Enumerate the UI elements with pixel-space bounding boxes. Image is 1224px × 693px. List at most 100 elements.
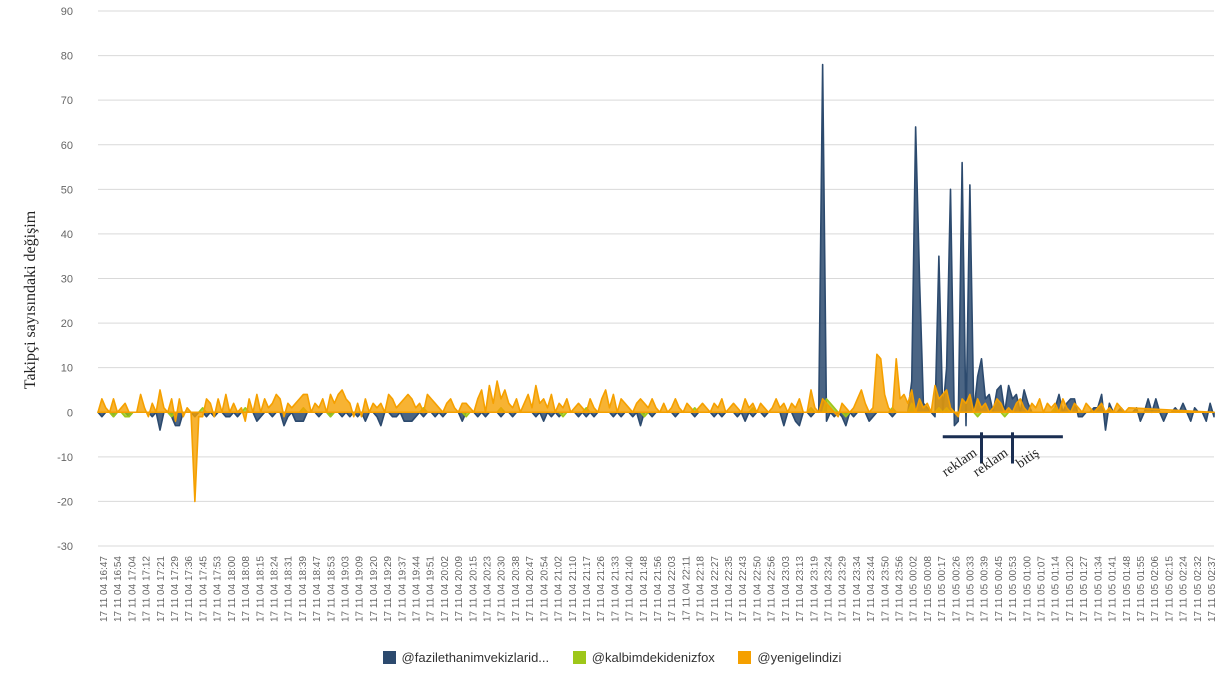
x-tick-label-32: 17 11 04 21:02 bbox=[554, 556, 565, 622]
x-tick-label-53: 17 11 04 23:34 bbox=[852, 556, 863, 622]
x-tick-label-10: 17 11 04 18:08 bbox=[241, 556, 252, 622]
x-tick-label-58: 17 11 05 00:08 bbox=[923, 556, 934, 622]
x-tick-label-56: 17 11 04 23:56 bbox=[894, 556, 905, 622]
series-area-3 bbox=[97, 353, 1215, 503]
y-tick-label-10: -10 bbox=[57, 452, 73, 464]
x-tick-label-47: 17 11 04 22:56 bbox=[767, 556, 778, 622]
annotation-label-2: bitiş bbox=[1014, 446, 1042, 472]
legend-swatch-series-2 bbox=[572, 651, 586, 664]
x-tick-label-9: 17 11 04 18:00 bbox=[227, 556, 238, 622]
x-tick-label-59: 17 11 05 00:17 bbox=[937, 556, 948, 622]
y-tick-label-12: -30 bbox=[57, 541, 73, 553]
x-tick-label-76: 17 11 05 02:24 bbox=[1179, 556, 1190, 622]
y-tick-label-2: 70 bbox=[61, 95, 73, 107]
x-tick-label-55: 17 11 04 23:50 bbox=[880, 556, 891, 622]
x-tick-label-73: 17 11 05 01:55 bbox=[1136, 556, 1147, 622]
x-tick-label-26: 17 11 04 20:15 bbox=[468, 556, 479, 622]
x-tick-label-15: 17 11 04 18:47 bbox=[312, 556, 323, 622]
grid-lines bbox=[98, 10, 1214, 547]
x-tick-label-23: 17 11 04 19:51 bbox=[426, 556, 437, 622]
y-tick-label-11: -20 bbox=[57, 496, 73, 508]
x-tick-label-41: 17 11 04 22:11 bbox=[681, 556, 692, 622]
y-axis-ticks: 90 80 70 60 50 40 30 20 10 0 -10 -20 -30 bbox=[57, 6, 73, 553]
legend-item-series-2[interactable]: @kalbimdekidenizfox bbox=[572, 650, 715, 665]
x-tick-label-44: 17 11 04 22:35 bbox=[724, 556, 735, 622]
x-tick-label-3: 17 11 04 17:12 bbox=[142, 556, 153, 622]
x-tick-label-52: 17 11 04 23:29 bbox=[838, 556, 849, 622]
y-tick-label-7: 20 bbox=[61, 318, 73, 330]
x-tick-label-39: 17 11 04 21:56 bbox=[653, 556, 664, 622]
x-tick-label-13: 17 11 04 18:31 bbox=[284, 556, 295, 622]
x-tick-label-21: 17 11 04 19:37 bbox=[397, 556, 408, 622]
x-tick-label-69: 17 11 05 01:27 bbox=[1079, 556, 1090, 622]
x-tick-label-75: 17 11 05 02:15 bbox=[1164, 556, 1175, 622]
x-tick-label-49: 17 11 04 23:13 bbox=[795, 556, 806, 622]
x-tick-label-2: 17 11 04 17:04 bbox=[127, 556, 138, 622]
x-tick-label-42: 17 11 04 22:18 bbox=[696, 556, 707, 622]
x-tick-label-31: 17 11 04 20:54 bbox=[539, 556, 550, 622]
annotation-label-1: reklam bbox=[971, 446, 1012, 481]
x-tick-label-34: 17 11 04 21:17 bbox=[582, 556, 593, 622]
x-tick-label-57: 17 11 05 00:02 bbox=[909, 556, 920, 622]
x-tick-label-78: 17 11 05 02:37 bbox=[1207, 556, 1218, 622]
x-tick-label-43: 17 11 04 22:27 bbox=[710, 556, 721, 622]
x-tick-label-38: 17 11 04 21:48 bbox=[639, 556, 650, 622]
x-tick-label-0: 17 11 04 16:47 bbox=[99, 556, 110, 622]
x-tick-label-8: 17 11 04 17:53 bbox=[213, 556, 224, 622]
y-tick-label-3: 60 bbox=[61, 140, 73, 152]
series-areas bbox=[97, 63, 1215, 503]
y-tick-label-5: 40 bbox=[61, 229, 73, 241]
x-tick-label-35: 17 11 04 21:26 bbox=[596, 556, 607, 622]
x-tick-label-72: 17 11 05 01:48 bbox=[1122, 556, 1133, 622]
x-axis-ticks: 17 11 04 16:47 17 11 04 16:54 17 11 04 17:… bbox=[99, 556, 1218, 622]
x-tick-label-74: 17 11 05 02:06 bbox=[1150, 556, 1161, 622]
x-tick-label-24: 17 11 04 20:02 bbox=[440, 556, 451, 622]
x-tick-label-30: 17 11 04 20:47 bbox=[525, 556, 536, 622]
y-tick-label-9: 0 bbox=[67, 407, 73, 419]
legend-label-series-1: @fazilethanimvekizlarid... bbox=[401, 650, 550, 665]
x-tick-label-61: 17 11 05 00:33 bbox=[966, 556, 977, 622]
y-tick-label-1: 80 bbox=[61, 51, 73, 63]
legend-item-series-1[interactable]: @fazilethanimvekizlarid... bbox=[382, 650, 550, 665]
x-tick-label-50: 17 11 04 23:19 bbox=[809, 556, 820, 622]
annotation-label-0: reklam bbox=[940, 446, 981, 481]
x-tick-label-33: 17 11 04 21:10 bbox=[568, 556, 579, 622]
x-tick-label-6: 17 11 04 17:36 bbox=[184, 556, 195, 622]
x-tick-label-17: 17 11 04 19:03 bbox=[340, 556, 351, 622]
x-tick-label-40: 17 11 04 22:03 bbox=[667, 556, 678, 622]
x-tick-label-27: 17 11 04 20:23 bbox=[483, 556, 494, 622]
x-tick-label-37: 17 11 04 21:40 bbox=[625, 556, 636, 622]
x-tick-label-62: 17 11 05 00:39 bbox=[980, 556, 991, 622]
legend-swatch-series-3 bbox=[738, 651, 752, 664]
y-tick-label-6: 30 bbox=[61, 274, 73, 286]
x-tick-label-70: 17 11 05 01:34 bbox=[1093, 556, 1104, 622]
x-tick-label-65: 17 11 05 01:00 bbox=[1022, 556, 1033, 622]
y-tick-label-8: 10 bbox=[61, 363, 73, 375]
x-tick-label-46: 17 11 04 22:50 bbox=[752, 556, 763, 622]
x-tick-label-25: 17 11 04 20:09 bbox=[454, 556, 465, 622]
x-tick-label-36: 17 11 04 21:33 bbox=[610, 556, 621, 622]
x-tick-label-11: 17 11 04 18:15 bbox=[255, 556, 266, 622]
legend-item-series-3[interactable]: @yenigelindizi bbox=[738, 650, 841, 665]
x-tick-label-1: 17 11 04 16:54 bbox=[113, 556, 124, 622]
x-tick-label-4: 17 11 04 17:21 bbox=[156, 556, 167, 622]
x-tick-label-12: 17 11 04 18:24 bbox=[269, 556, 280, 622]
x-tick-label-51: 17 11 04 23:24 bbox=[823, 556, 834, 622]
x-tick-label-7: 17 11 04 17:45 bbox=[198, 556, 209, 622]
x-tick-label-48: 17 11 04 23:03 bbox=[781, 556, 792, 622]
x-tick-label-18: 17 11 04 19:09 bbox=[355, 556, 366, 622]
x-tick-label-68: 17 11 05 01:20 bbox=[1065, 556, 1076, 622]
x-tick-label-16: 17 11 04 18:53 bbox=[326, 556, 337, 622]
x-tick-label-67: 17 11 05 01:14 bbox=[1051, 556, 1062, 622]
x-tick-label-77: 17 11 05 02:32 bbox=[1193, 556, 1204, 622]
y-axis-title: Takipçi sayısındaki değişim bbox=[22, 210, 39, 389]
x-tick-label-54: 17 11 04 23:44 bbox=[866, 556, 877, 622]
legend: @fazilethanimvekizlarid... @kalbimdekide… bbox=[0, 650, 1224, 667]
y-tick-label-4: 50 bbox=[61, 184, 73, 196]
x-tick-label-29: 17 11 04 20:38 bbox=[511, 556, 522, 622]
x-tick-label-28: 17 11 04 20:30 bbox=[497, 556, 508, 622]
x-tick-label-64: 17 11 05 00:53 bbox=[1008, 556, 1019, 622]
y-tick-label-0: 90 bbox=[61, 6, 73, 18]
